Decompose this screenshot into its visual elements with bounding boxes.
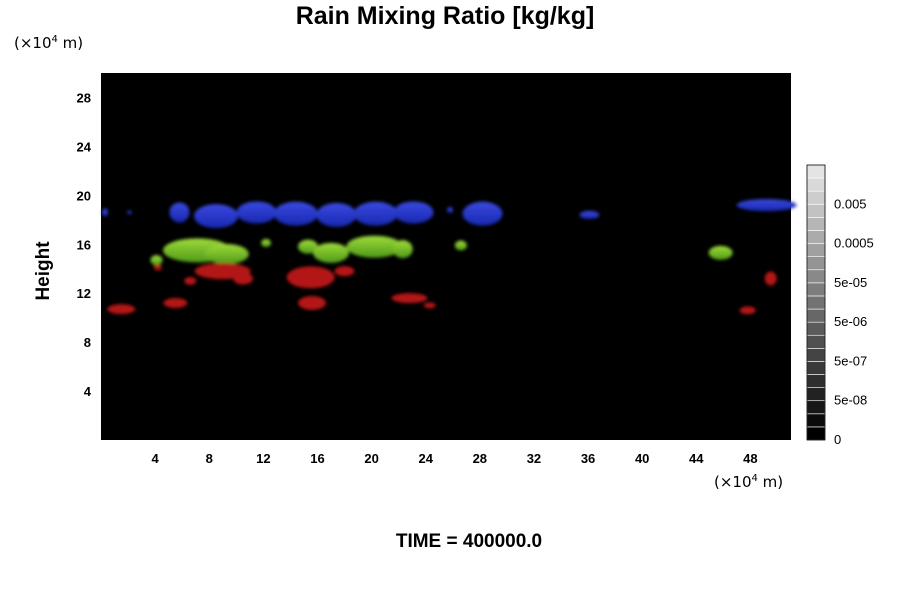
blue-layer-cell — [169, 202, 190, 223]
x-tick-label: 8 — [206, 451, 213, 466]
green-layer-cell — [346, 235, 403, 258]
x-tick-label: 20 — [364, 451, 378, 466]
red-layer-cell — [739, 306, 756, 315]
green-layer-cell — [150, 255, 163, 266]
x-tick-label: 16 — [310, 451, 324, 466]
blue-layer-cell — [194, 204, 238, 229]
y-tick-label: 8 — [84, 335, 91, 350]
colorbar: 0 5e-08 5e-07 5e-06 5e-05 0.0005 0.005 — [806, 164, 874, 447]
x-tick-label: 28 — [473, 451, 487, 466]
red-layer-cell — [184, 276, 197, 285]
blue-layer-cell — [579, 210, 600, 219]
blue-layer-cell — [127, 210, 132, 215]
blue-layer-cell — [353, 201, 398, 226]
colorbar-level — [806, 334, 826, 349]
y-tick-label: 16 — [77, 237, 91, 252]
blue-layer-cell — [236, 201, 277, 224]
colorbar-level — [806, 387, 826, 402]
green-layer-cell — [313, 242, 349, 263]
red-layer-cell — [423, 302, 436, 309]
y-unit-label: (×104 m) — [14, 34, 83, 52]
x-tick-label: 4 — [152, 451, 160, 466]
red-layer-cell — [334, 266, 355, 277]
colorbar-tick-label: 5e-05 — [834, 275, 867, 290]
green-layer-cell — [298, 239, 318, 254]
x-tick-label: 36 — [581, 451, 595, 466]
colorbar-level — [806, 348, 826, 362]
colorbar-tick-label: 0 — [834, 432, 841, 447]
y-tick-label: 4 — [84, 384, 92, 399]
x-tick-label: 44 — [689, 451, 704, 466]
colorbar-level — [806, 400, 826, 415]
blue-layer-cell — [316, 202, 357, 227]
colorbar-border — [806, 164, 826, 441]
x-unit-exponent: 4 — [751, 473, 758, 484]
x-unit-tail: m) — [757, 473, 784, 491]
red-layer-cell — [298, 295, 327, 310]
time-label: TIME = 400000.0 — [395, 531, 543, 552]
colorbar-level — [806, 217, 826, 231]
blue-layer-cell — [102, 208, 109, 217]
colorbar-level — [806, 361, 826, 375]
blue-layer-cell — [462, 201, 503, 226]
y-tick-label: 24 — [77, 139, 92, 154]
colorbar-level — [806, 295, 826, 310]
blue-layer-cell — [393, 201, 434, 224]
green-layer-cell — [708, 245, 733, 260]
colorbar-tick-label: 5e-08 — [834, 393, 867, 408]
x-tick-label: 24 — [418, 451, 433, 466]
colorbar-level — [806, 374, 826, 388]
y-unit-base: (×10 — [14, 34, 52, 52]
colorbar-tick-label: 5e-06 — [834, 314, 867, 329]
red-layer-cell — [107, 304, 136, 315]
colorbar-tick-label: 5e-07 — [834, 353, 867, 368]
y-unit-tail: m) — [57, 34, 84, 52]
colorbar-level — [806, 413, 826, 428]
colorbar-level — [806, 230, 826, 244]
colorbar-tick-label: 0.0005 — [834, 236, 874, 251]
colorbar-level — [806, 203, 826, 218]
green-layer-cell — [204, 244, 249, 265]
y-unit-exponent: 4 — [51, 34, 58, 45]
blue-layer-cell — [273, 201, 318, 226]
red-layer-cell — [233, 272, 254, 285]
colorbar-tick-label: 0.005 — [834, 196, 867, 211]
y-tick-label: 12 — [77, 286, 91, 301]
green-layer-cell — [454, 240, 467, 251]
chart-title: Rain Mixing Ratio [kg/kg] — [295, 2, 595, 30]
colorbar-level — [806, 243, 826, 257]
green-layer-cell — [392, 240, 413, 259]
x-unit-label: (×104 m) — [714, 473, 783, 491]
colorbar-level — [806, 256, 826, 271]
colorbar-level — [806, 177, 826, 192]
blue-layer-cell — [736, 199, 797, 212]
x-tick-label: 12 — [256, 451, 270, 466]
colorbar-level — [806, 164, 826, 179]
x-axis-ticks: 4 8 12 16 20 24 28 32 36 40 44 48 — [152, 451, 758, 466]
green-layer-cell — [261, 239, 272, 248]
colorbar-level — [806, 426, 826, 441]
blue-layer-cell — [447, 207, 454, 214]
colorbar-level — [806, 321, 826, 336]
rain-field — [102, 199, 797, 315]
y-tick-label: 20 — [77, 188, 91, 203]
red-layer-cell — [286, 266, 335, 289]
y-axis-ticks: 4 8 12 16 20 24 28 — [77, 90, 92, 399]
colorbar-level — [806, 190, 826, 205]
x-tick-label: 48 — [743, 451, 757, 466]
colorbar-level — [806, 308, 826, 323]
x-tick-label: 32 — [527, 451, 541, 466]
y-tick-label: 28 — [77, 90, 91, 105]
x-tick-label: 40 — [635, 451, 649, 466]
x-unit-base: (×10 — [714, 473, 752, 491]
red-layer-cell — [391, 293, 428, 304]
red-layer-cell — [163, 297, 188, 308]
red-layer-cell — [153, 264, 162, 271]
colorbar-level — [806, 269, 826, 284]
colorbar-level — [806, 282, 826, 297]
red-layer-cell — [764, 271, 777, 286]
